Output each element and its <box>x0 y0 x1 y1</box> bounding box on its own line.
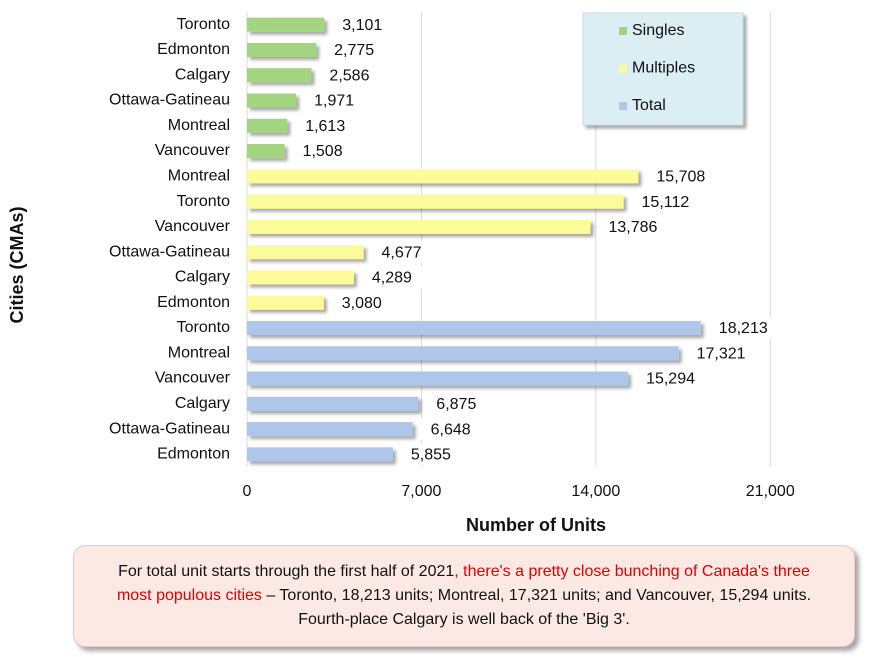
label-bg <box>295 114 358 137</box>
bar <box>247 219 591 234</box>
annotation-box: For total unit starts through the first … <box>73 545 855 647</box>
label-bg <box>686 342 749 365</box>
label-bg <box>420 418 483 441</box>
label-bg <box>324 38 387 61</box>
bar <box>247 169 639 184</box>
value-label: 4,677 <box>382 244 422 261</box>
bar <box>247 245 364 260</box>
label-bg <box>292 140 355 163</box>
y-tick-label: Vancouver <box>155 142 231 159</box>
legend-label: Total <box>632 97 666 114</box>
x-tick-label: 14,000 <box>571 483 620 500</box>
legend-label: Multiples <box>632 60 695 77</box>
y-tick-label: Toronto <box>177 193 230 210</box>
y-tick-label: Montreal <box>168 168 230 185</box>
label-bg <box>646 165 709 188</box>
y-tick-label: Calgary <box>175 269 230 286</box>
y-tick-label: Edmonton <box>157 446 230 463</box>
label-bg <box>400 443 463 466</box>
x-tick-label: 0 <box>243 483 252 500</box>
label-bg <box>304 89 367 112</box>
value-label: 15,112 <box>642 194 690 211</box>
value-label: 6,875 <box>436 396 476 413</box>
bar <box>247 371 629 386</box>
label-bg <box>331 291 394 314</box>
value-label: 13,786 <box>609 219 658 236</box>
bar <box>247 346 679 361</box>
x-axis-label: Number of Units <box>466 515 606 535</box>
y-tick-label: Montreal <box>168 117 230 134</box>
label-bg <box>371 241 434 264</box>
y-tick-label: Edmonton <box>157 294 230 311</box>
y-tick-label: Ottawa-Gatineau <box>109 420 230 437</box>
value-label: 6,648 <box>431 421 471 438</box>
legend-box <box>582 12 744 126</box>
label-bg <box>332 13 395 36</box>
y-axis-label: Cities (CMAs) <box>7 206 27 323</box>
value-label: 15,294 <box>646 371 695 388</box>
bar <box>247 42 317 57</box>
label-bg <box>361 266 424 289</box>
chart: Number of Units Cities (CMAs) 0 7,000 14,0… <box>7 12 795 535</box>
annotation-text: For total unit starts through the first … <box>118 563 455 580</box>
annotation-text: – Toronto, 18,213 units; Montreal, 17,32… <box>261 587 812 628</box>
bar <box>247 17 325 32</box>
value-label: 3,080 <box>342 295 382 312</box>
bar <box>247 295 324 310</box>
y-tick-label: Ottawa-Gatineau <box>109 92 230 109</box>
bar <box>247 320 701 335</box>
bar <box>247 447 393 462</box>
label-bg <box>319 64 382 87</box>
value-label: 18,213 <box>719 320 768 337</box>
bar <box>247 118 288 133</box>
y-tick-label: Calgary <box>175 395 230 412</box>
legend-marker <box>619 102 627 110</box>
y-tick-label: Edmonton <box>157 41 230 58</box>
x-tick-label: 7,000 <box>401 483 441 500</box>
value-label: 4,289 <box>372 270 412 287</box>
value-label: 2,775 <box>334 42 374 59</box>
bar <box>247 422 413 437</box>
value-label: 2,586 <box>329 67 369 84</box>
bar <box>247 93 297 108</box>
bar <box>247 144 285 159</box>
value-label: 17,321 <box>697 345 746 362</box>
y-tick-label: Toronto <box>177 319 230 336</box>
bar <box>247 68 312 83</box>
y-tick-label: Montreal <box>168 344 230 361</box>
y-tick-label: Vancouver <box>155 218 231 235</box>
value-label: 1,971 <box>314 93 354 110</box>
y-tick-label: Toronto <box>177 16 230 33</box>
label-bg <box>426 392 489 415</box>
bar <box>247 396 419 411</box>
legend-marker <box>619 64 627 73</box>
x-tick-label: 21,000 <box>746 483 795 500</box>
value-label: 1,508 <box>303 143 343 160</box>
label-bg <box>636 367 699 390</box>
y-tick-label: Calgary <box>175 66 230 83</box>
value-label: 3,101 <box>342 17 382 34</box>
label-bg <box>708 316 771 339</box>
annotation-highlight: , there's a pretty close bunching of Can… <box>116 563 810 604</box>
label-bg <box>598 215 661 238</box>
bar <box>247 194 624 209</box>
label-bg <box>631 190 694 213</box>
value-label: 15,708 <box>656 169 705 186</box>
bar <box>247 270 354 285</box>
value-label: 5,855 <box>411 447 451 464</box>
value-label: 1,613 <box>305 118 345 135</box>
y-tick-label: Vancouver <box>155 370 231 387</box>
legend-label: Singles <box>632 22 684 39</box>
y-tick-label: Ottawa-Gatineau <box>109 243 230 260</box>
legend-marker <box>619 27 627 35</box>
